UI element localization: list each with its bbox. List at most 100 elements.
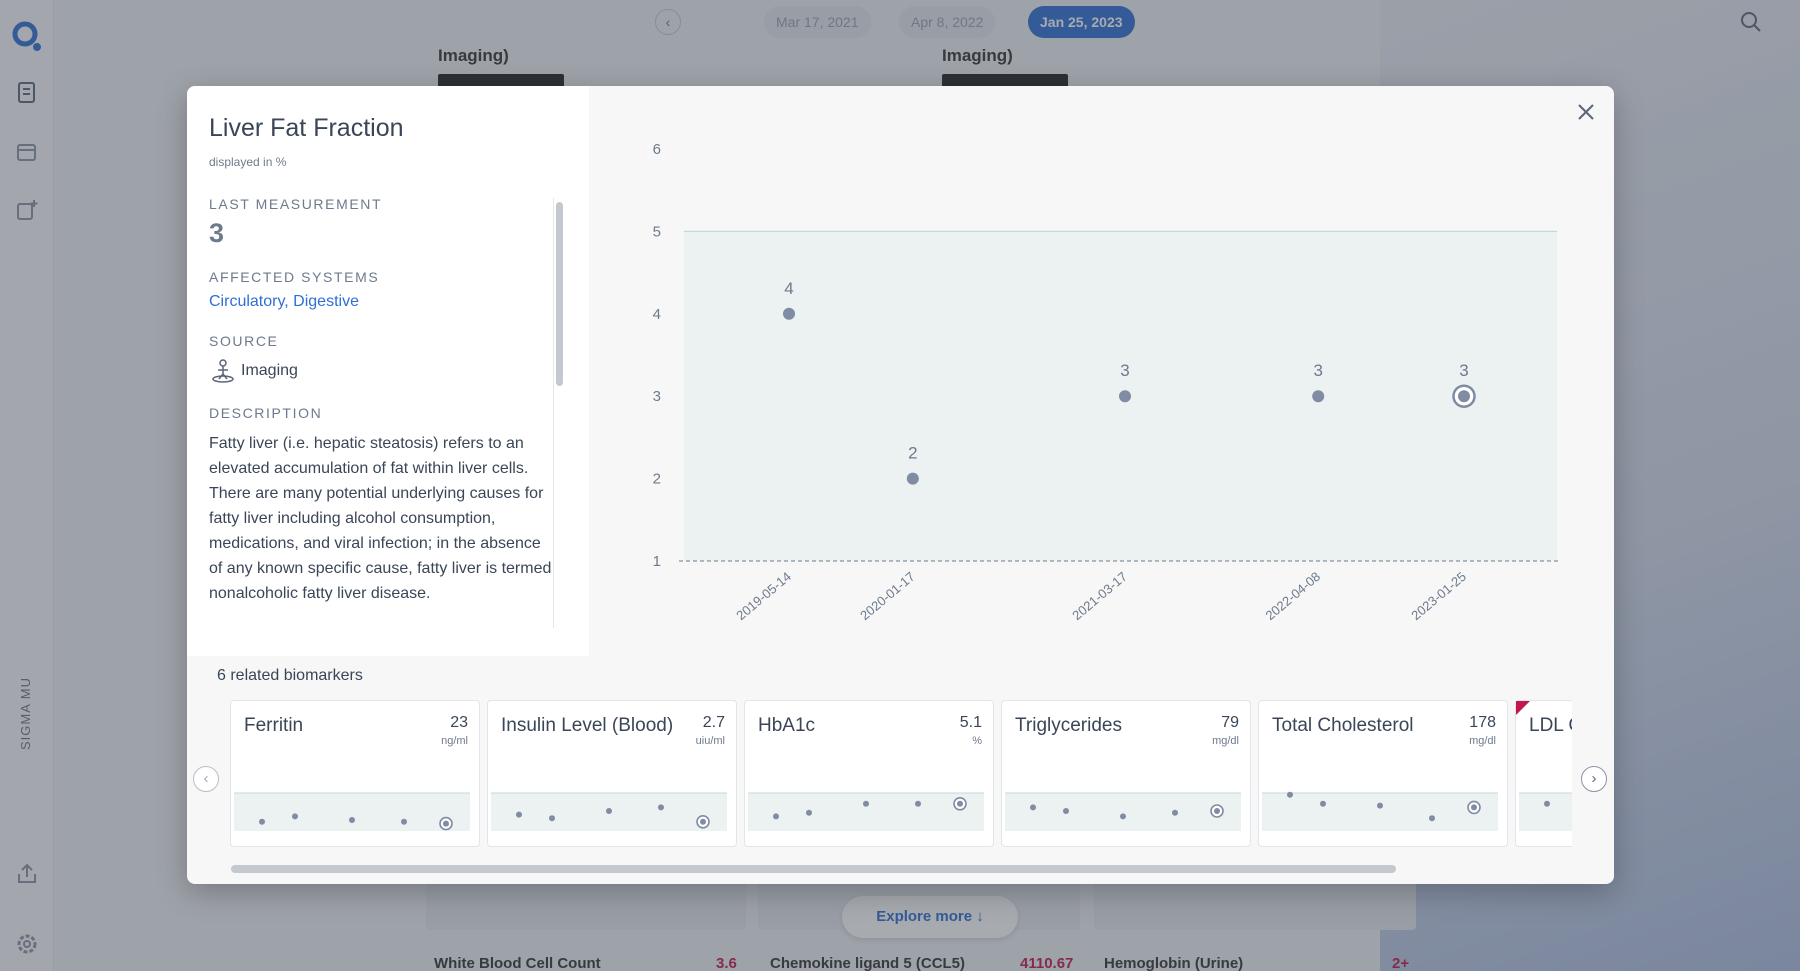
description-text: Fatty liver (i.e. hepatic steatosis) ref… bbox=[209, 435, 552, 602]
last-measurement-label: LAST MEASUREMENT bbox=[209, 196, 383, 212]
biomarker-sparkline bbox=[491, 792, 727, 831]
biomarker-sparkline bbox=[1519, 792, 1572, 831]
info-scrollbar-track[interactable] bbox=[553, 198, 565, 628]
history-chart: 6 5 4 3 2 1 4 2019-05-14 2 2020-01-17 3 2021-03-17 3… bbox=[653, 141, 1559, 623]
data-point bbox=[906, 472, 919, 485]
y-tick-label: 4 bbox=[653, 306, 661, 323]
biomarker-sparkline bbox=[1262, 791, 1498, 831]
description-label: DESCRIPTION bbox=[209, 405, 323, 421]
related-biomarker-card[interactable]: LDL Cholesterol bbox=[1515, 700, 1572, 847]
biomarker-unit: % bbox=[972, 735, 982, 747]
close-icon[interactable] bbox=[1572, 98, 1600, 126]
out-of-range-flag-icon bbox=[1516, 701, 1530, 715]
sparkline-point bbox=[1172, 809, 1178, 816]
date-pill-1[interactable]: Mar 17, 2021 bbox=[764, 6, 871, 38]
info-scroll-area[interactable]: LAST MEASUREMENT 3 AFFECTED SYSTEMS Circ… bbox=[209, 196, 561, 628]
bg-card-title-2: Imaging) bbox=[942, 46, 1013, 65]
source-value: Imaging bbox=[241, 362, 298, 379]
sparkline-band bbox=[748, 793, 984, 831]
x-tick-label: 2022-04-08 bbox=[1263, 569, 1324, 623]
sparkline-point bbox=[773, 813, 779, 820]
data-point bbox=[1119, 390, 1132, 403]
biomarker-sparkline bbox=[1005, 792, 1241, 831]
sparkline-point bbox=[443, 820, 449, 827]
imaging-icon bbox=[212, 359, 234, 383]
biomarker-name: Insulin Level (Blood) bbox=[501, 715, 674, 736]
related-biomarker-card[interactable]: Triglycerides 79 mg/dl bbox=[1001, 700, 1251, 847]
related-next-button[interactable]: › bbox=[1581, 766, 1607, 792]
related-prev-button[interactable]: ‹ bbox=[193, 766, 219, 792]
sparkline-point bbox=[1320, 800, 1326, 807]
sparkline-point bbox=[1544, 800, 1550, 807]
related-biomarker-card[interactable]: Insulin Level (Blood) 2.7 uiu/ml bbox=[487, 700, 737, 847]
timeline-prev-button[interactable]: ‹ bbox=[655, 9, 681, 35]
data-point bbox=[1458, 390, 1470, 403]
sparkline-point bbox=[1287, 791, 1293, 798]
affected-systems-value[interactable]: Circulatory, Digestive bbox=[209, 293, 359, 310]
last-measurement-value: 3 bbox=[209, 218, 225, 248]
sparkline-point bbox=[292, 813, 298, 820]
carousel-scrollbar-thumb[interactable] bbox=[231, 865, 1396, 873]
source-label: SOURCE bbox=[209, 333, 279, 349]
biomarker-value: 2.7 bbox=[702, 714, 725, 731]
date-pill-2[interactable]: Apr 8, 2022 bbox=[899, 6, 996, 38]
biomarker-detail-modal: Liver Fat Fraction displayed in % LAST M… bbox=[187, 86, 1614, 884]
biomarker-unit: mg/dl bbox=[1212, 735, 1239, 747]
sparkline-point bbox=[349, 817, 355, 823]
data-point bbox=[1312, 390, 1325, 403]
sparkline-point bbox=[1120, 813, 1126, 820]
explore-more-button[interactable]: Explore more ↓ bbox=[842, 896, 1018, 938]
y-tick-label: 3 bbox=[653, 388, 661, 405]
biomarker-value: 178 bbox=[1469, 714, 1496, 731]
biomarker-sparkline bbox=[234, 792, 470, 831]
bg-biomarker-title: White Blood Cell Count bbox=[434, 955, 601, 971]
sparkline-point bbox=[606, 808, 612, 814]
x-tick-label: 2021-03-17 bbox=[1069, 569, 1130, 623]
bg-biomarker-title: Hemoglobin (Urine) bbox=[1104, 955, 1244, 971]
x-tick-label: 2019-05-14 bbox=[733, 569, 794, 623]
related-biomarkers-carousel[interactable]: Ferritin 23 ng/ml Insulin Level (Blood) 2.7 u… bbox=[230, 700, 1572, 849]
sparkline-point bbox=[700, 818, 706, 825]
data-point bbox=[783, 307, 795, 320]
sparkline-point bbox=[957, 800, 963, 807]
share-icon[interactable] bbox=[15, 862, 39, 886]
data-label: 2 bbox=[908, 444, 917, 463]
report-icon[interactable] bbox=[15, 80, 39, 104]
date-pill-active[interactable]: Jan 25, 2023 bbox=[1028, 6, 1135, 38]
bg-sparkline-strip bbox=[1094, 880, 1416, 930]
bg-biomarker-value: 2+ bbox=[1392, 955, 1410, 971]
biomarker-name: Total Cholesterol bbox=[1272, 715, 1414, 736]
biomarker-title: Liver Fat Fraction bbox=[209, 114, 404, 142]
sparkline-point bbox=[1429, 815, 1435, 822]
data-label: 4 bbox=[784, 279, 793, 298]
related-biomarker-card[interactable]: HbA1c 5.1% bbox=[744, 700, 994, 847]
sidebar: SIGMA MU bbox=[0, 0, 54, 971]
biomarker-name: Ferritin bbox=[244, 715, 304, 736]
settings-icon[interactable] bbox=[15, 932, 39, 956]
sparkline-band bbox=[1262, 793, 1498, 831]
biomarker-unit: ng/ml bbox=[441, 735, 468, 747]
biomarker-sparkline bbox=[748, 792, 984, 831]
x-tick-label: 2020-01-17 bbox=[857, 569, 918, 623]
top-bar: ‹ Mar 17, 2021 Apr 8, 2022 Jan 25, 2023 bbox=[54, 0, 1800, 44]
related-biomarker-card[interactable]: Ferritin 23 ng/ml bbox=[230, 700, 480, 847]
bg-sparkline-strip bbox=[426, 880, 746, 930]
search-icon[interactable] bbox=[1739, 10, 1763, 34]
add-document-icon[interactable] bbox=[15, 198, 39, 222]
y-tick-label: 6 bbox=[653, 141, 661, 158]
info-scrollbar-thumb[interactable] bbox=[556, 202, 563, 386]
bg-card-title-1: Imaging) bbox=[438, 46, 509, 65]
app-logo-icon bbox=[12, 21, 41, 51]
biomarker-name: Triglycerides bbox=[1015, 715, 1122, 736]
biomarker-unit: mg/dl bbox=[1469, 735, 1496, 747]
biomarker-name: LDL Cholesterol bbox=[1529, 715, 1572, 736]
sparkline-band bbox=[1005, 793, 1241, 831]
calendar-icon[interactable] bbox=[15, 140, 39, 164]
y-tick-label: 1 bbox=[653, 553, 661, 570]
sparkline-band bbox=[234, 793, 470, 831]
bg-biomarker-value: 4110.67 bbox=[1020, 955, 1074, 971]
bg-biomarker-title: Chemokine ligand 5 (CCL5) bbox=[770, 955, 966, 971]
related-biomarker-card[interactable]: Total Cholesterol 178 mg/dl bbox=[1258, 700, 1508, 847]
biomarker-value: 79 bbox=[1221, 714, 1239, 731]
x-tick-label: 2023-01-25 bbox=[1408, 569, 1469, 623]
